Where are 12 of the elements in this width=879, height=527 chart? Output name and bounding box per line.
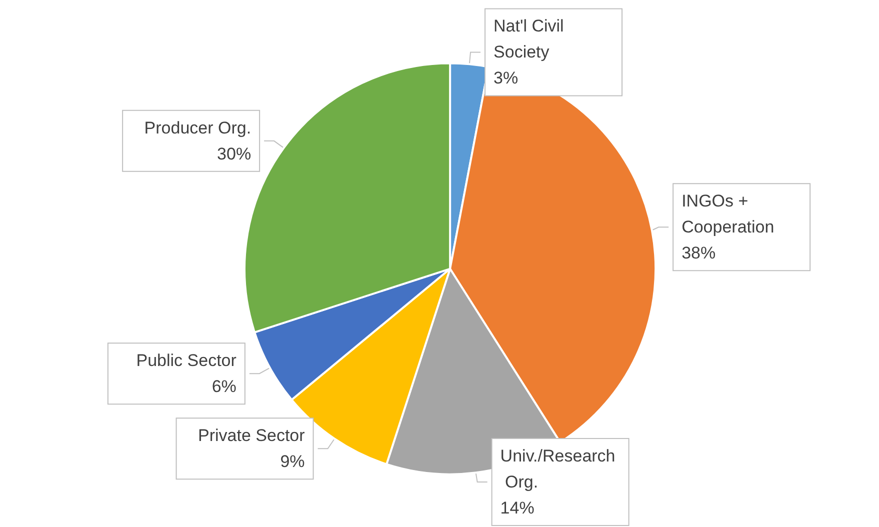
slice-label: Producer Org. [144,118,252,138]
data-label: 38% [682,244,716,263]
data-label: 3% [494,68,518,88]
slice-label: INGOs + Cooperation [682,192,774,237]
data-label: 9% [280,452,305,472]
slice-label: Public Sector [136,351,237,370]
data-label: 14% [500,498,534,518]
data-label: 30% [217,144,252,164]
data-label: 6% [212,377,236,396]
slice-label: Univ./Research Org. [500,446,616,492]
slice-label: Private Sector [198,426,306,446]
slice-label: Nat'l Civil Society [494,16,569,62]
